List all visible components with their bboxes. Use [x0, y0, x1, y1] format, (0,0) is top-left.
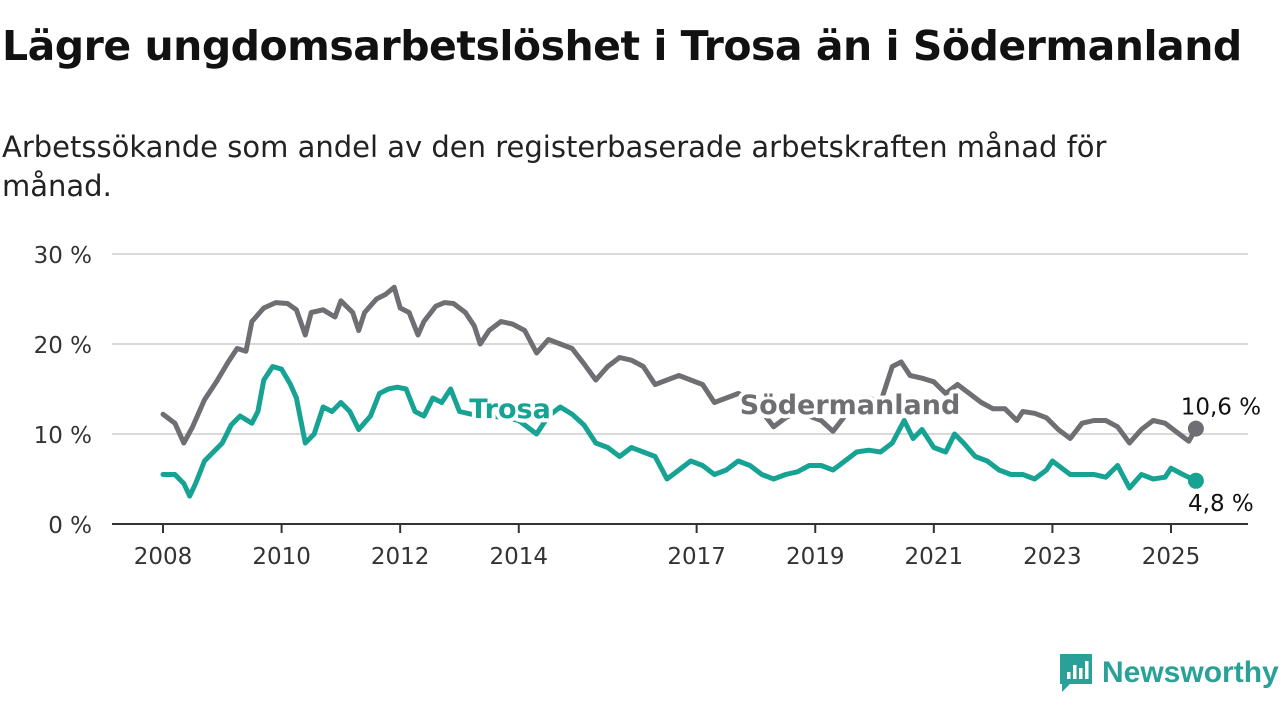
series-end-label: 10,6 %	[1181, 395, 1261, 421]
newsworthy-logo-icon	[1060, 654, 1092, 692]
line-chart: 0 % 10 % 20 % 30 % 2008 2010 2012 2014 2017 2019…	[34, 243, 1262, 570]
series-name-label: Trosa	[469, 394, 551, 425]
chart-subtitle: Arbetssökande som andel av den registerb…	[2, 130, 1107, 203]
y-tick-label: 20 %	[34, 333, 92, 359]
x-tick-label: 2012	[371, 544, 430, 570]
series-line-södermanland	[160, 284, 1199, 446]
series-end-marker	[1187, 472, 1204, 489]
x-tick-label: 2010	[252, 544, 311, 570]
series-end-marker	[1187, 420, 1204, 437]
brand-name: Newsworthy	[1102, 656, 1279, 689]
y-tick-label: 0 %	[48, 513, 92, 539]
x-tick-label: 2014	[489, 544, 548, 570]
x-tick-label: 2017	[667, 544, 726, 570]
series-labels: 10,6 % 4,8 % Södermanland Trosa	[465, 386, 1261, 517]
series-end-label: 4,8 %	[1188, 491, 1254, 517]
series-line-trosa	[160, 364, 1199, 499]
y-axis-ticks: 0 % 10 % 20 % 30 %	[34, 243, 92, 539]
x-tick-label: 2008	[134, 544, 193, 570]
series-lines	[160, 284, 1204, 499]
x-tick-label: 2023	[1023, 544, 1082, 570]
series-name-label: Södermanland	[740, 390, 961, 421]
newsworthy-logo: Newsworthy	[1058, 652, 1279, 694]
gridlines	[112, 253, 1248, 435]
y-tick-label: 10 %	[34, 423, 92, 449]
x-axis: 2008 2010 2012 2014 2017 2019 2021 2023 2025	[112, 523, 1248, 570]
x-tick-label: 2025	[1142, 544, 1201, 570]
x-tick-label: 2019	[786, 544, 845, 570]
y-tick-label: 30 %	[34, 243, 92, 269]
x-tick-label: 2021	[905, 544, 964, 570]
chart-title: Lägre ungdomsarbetslöshet i Trosa än i S…	[2, 22, 1242, 70]
